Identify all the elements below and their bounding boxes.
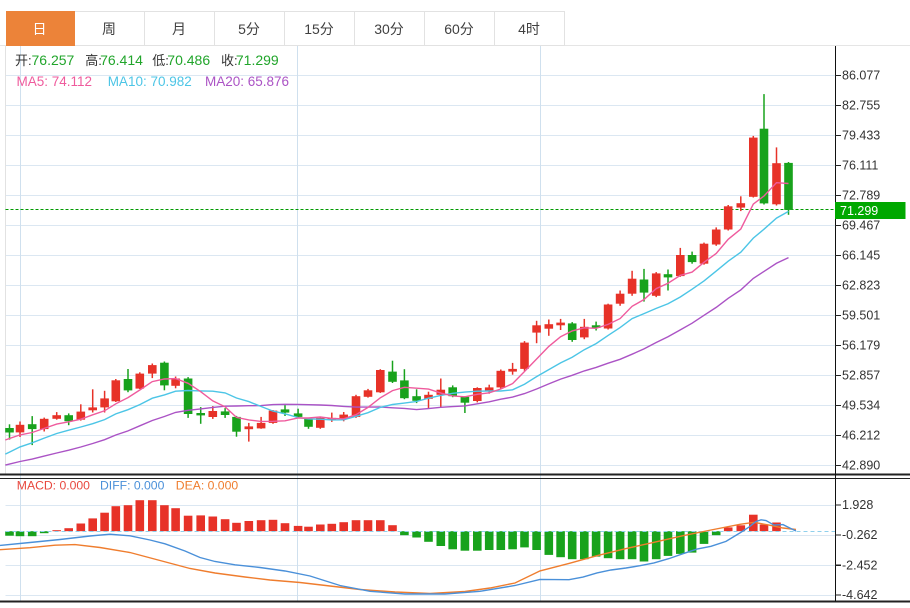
svg-text:开:: 开: (15, 53, 32, 68)
svg-text:低:: 低: (152, 53, 169, 68)
svg-text:76.111: 76.111 (842, 159, 878, 173)
svg-text:79.433: 79.433 (842, 129, 880, 143)
svg-text:86.077: 86.077 (842, 69, 880, 83)
svg-text:71.299: 71.299 (236, 52, 279, 68)
svg-text:49.534: 49.534 (842, 399, 880, 413)
svg-text:76.257: 76.257 (32, 52, 75, 68)
svg-text:42.890: 42.890 (842, 459, 880, 473)
svg-text:59.501: 59.501 (842, 309, 880, 323)
svg-text:56.179: 56.179 (842, 339, 880, 353)
svg-text:82.755: 82.755 (842, 99, 880, 113)
svg-text:MACD: 0.000: MACD: 0.000 (17, 479, 90, 493)
svg-text:MA20: 65.876: MA20: 65.876 (205, 74, 289, 89)
svg-text:71.299: 71.299 (840, 204, 878, 218)
svg-text:70.486: 70.486 (167, 52, 210, 68)
svg-text:72.789: 72.789 (842, 189, 880, 203)
svg-text:62.823: 62.823 (842, 279, 880, 293)
svg-text:高:: 高: (85, 53, 102, 68)
svg-text:MA5: 74.112: MA5: 74.112 (17, 74, 93, 89)
svg-text:52.857: 52.857 (842, 369, 880, 383)
svg-text:69.467: 69.467 (842, 219, 880, 233)
svg-text:-2.452: -2.452 (842, 558, 877, 572)
svg-text:66.145: 66.145 (842, 249, 880, 263)
svg-text:DIFF: 0.000: DIFF: 0.000 (100, 479, 165, 493)
svg-text:-0.262: -0.262 (842, 528, 877, 542)
svg-text:76.414: 76.414 (100, 52, 143, 68)
svg-text:-4.642: -4.642 (842, 588, 877, 602)
svg-text:1.928: 1.928 (842, 498, 873, 512)
svg-text:MA10: 70.982: MA10: 70.982 (108, 74, 192, 89)
svg-text:46.212: 46.212 (842, 429, 880, 443)
svg-text:DEA: 0.000: DEA: 0.000 (176, 479, 239, 493)
svg-text:收:: 收: (221, 53, 238, 68)
